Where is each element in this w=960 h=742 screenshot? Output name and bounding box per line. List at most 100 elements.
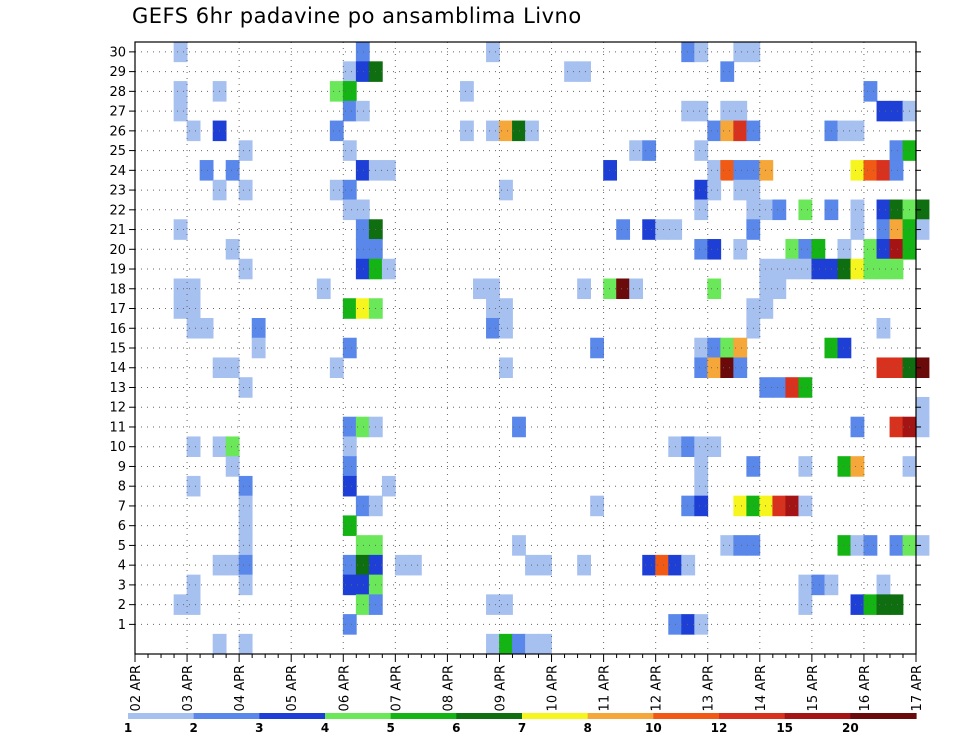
heatmap-cell [707, 436, 722, 457]
y-tick-label: 2 [118, 598, 126, 613]
heatmap-cell [499, 179, 513, 201]
heatmap-cell [342, 475, 357, 497]
colorbar-segment [719, 713, 786, 719]
colorbar-label: 6 [452, 721, 460, 735]
heatmap-cell [837, 258, 852, 280]
colorbar-label: 1 [124, 721, 132, 735]
heatmap-cell [850, 594, 865, 615]
heatmap-cell [694, 495, 709, 517]
y-axis: 1234567891011121314151617181920212223242… [109, 45, 921, 633]
heatmap-cell [173, 41, 188, 63]
heatmap-cell [460, 81, 474, 102]
y-tick-label: 16 [109, 322, 126, 337]
heatmap-cell [733, 239, 748, 260]
heatmap-cell [381, 475, 396, 497]
x-tick-label: 16 APR [858, 665, 873, 711]
heatmap-cell [759, 298, 774, 319]
heatmap-cell [681, 614, 696, 635]
y-tick-label: 28 [109, 85, 126, 100]
heatmap-cell [798, 199, 813, 221]
y-tick-label: 20 [109, 243, 126, 258]
heatmap-cell [694, 436, 709, 457]
y-tick-label: 30 [109, 45, 126, 60]
colorbar-segment [653, 713, 720, 719]
heatmap-cell [173, 81, 188, 102]
heatmap-cell [577, 61, 591, 82]
y-tick-label: 19 [109, 263, 126, 278]
y-tick-label: 3 [118, 578, 126, 593]
x-tick-label: 06 APR [337, 665, 352, 711]
heatmap-cell [355, 554, 370, 576]
heatmap-cell [720, 337, 735, 359]
heatmap-cell [199, 160, 214, 181]
colorbar-segment [522, 713, 589, 719]
heatmap-cell [186, 317, 201, 339]
heatmap-cell [251, 337, 266, 359]
heatmap-cell [785, 258, 800, 280]
heatmap-cell [616, 278, 631, 300]
heatmap-cell [603, 278, 618, 300]
heatmap-cell [759, 377, 774, 398]
colorbar-label: 10 [645, 721, 662, 735]
colorbar-label: 20 [842, 721, 859, 735]
heatmap-cell [759, 258, 774, 280]
x-tick-label: 02 APR [129, 665, 144, 711]
y-tick-label: 10 [109, 440, 126, 455]
heatmap-cell [238, 377, 253, 398]
heatmap-cell [876, 574, 891, 596]
heatmap-cell [355, 219, 370, 240]
colorbar-segment [784, 713, 851, 719]
heatmap-cell [733, 357, 748, 379]
heatmap-cell [486, 120, 500, 142]
heatmap-cell [355, 160, 370, 181]
y-tick-label: 23 [109, 184, 126, 199]
y-tick-label: 8 [118, 480, 126, 495]
heatmap-cell [837, 535, 852, 556]
heatmap-cell [876, 219, 891, 240]
heatmap-cell [772, 377, 787, 398]
heatmap-cell [876, 357, 891, 379]
y-tick-label: 29 [109, 65, 126, 80]
heatmap-cell [642, 140, 657, 161]
heatmap-cell [238, 633, 253, 655]
y-tick-label: 27 [109, 105, 126, 120]
heatmap-cell [525, 554, 539, 576]
heatmap-cell [681, 100, 696, 122]
heatmap-cell [486, 633, 500, 655]
y-tick-label: 17 [109, 302, 126, 317]
heatmap-cell [876, 594, 891, 615]
heatmap-cell [720, 61, 735, 82]
y-tick-label: 18 [109, 282, 126, 297]
heatmap-cell [499, 298, 513, 319]
heatmap-cell [525, 120, 539, 142]
colorbar-legend: 1 2 3 4 5 6 7 8 10 12 15 20 [124, 713, 917, 735]
colorbar-segment [325, 713, 392, 719]
heatmap-cell [798, 574, 813, 596]
heatmap-cell [889, 357, 904, 379]
heatmap-cell [694, 41, 709, 63]
heatmap-cell [238, 535, 253, 556]
y-tick-label: 14 [109, 361, 126, 376]
heatmap-cell [499, 317, 513, 339]
heatmap-cell [785, 239, 800, 260]
heatmap-cell [342, 554, 357, 576]
heatmap-cell [915, 416, 930, 438]
heatmap-cell [512, 416, 526, 438]
y-tick-label: 24 [109, 164, 126, 179]
heatmap-cell [225, 239, 240, 260]
heatmap-cell [876, 199, 891, 221]
heatmap-cell [355, 495, 370, 517]
x-axis: 02 APR 03 APR 04 APR 05 APR 06 APR 07 APR 08 A… [129, 654, 925, 711]
heatmap-cell [238, 495, 253, 517]
heatmap-cell [655, 554, 670, 576]
heatmap-cell [225, 436, 240, 457]
heatmap-cell [694, 456, 709, 477]
heatmap-cell [512, 120, 526, 142]
heatmap-cell [720, 357, 735, 379]
heatmap-cell [186, 574, 201, 596]
heatmap-cell [342, 81, 357, 102]
heatmap-cell [173, 594, 188, 615]
heatmap-cell [889, 416, 904, 438]
heatmap-cell [355, 100, 370, 122]
heatmap-cell [238, 140, 253, 161]
